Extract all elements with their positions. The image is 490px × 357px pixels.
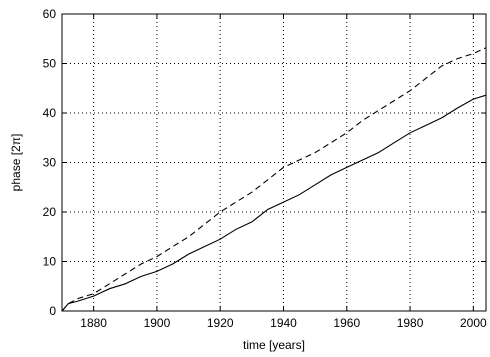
y-tick-label: 50	[43, 57, 57, 71]
y-tick-label: 30	[43, 156, 57, 170]
x-tick-label: 1920	[207, 316, 234, 330]
grid	[62, 14, 486, 311]
y-tick-label: 10	[43, 255, 57, 269]
series-layer	[61, 47, 487, 312]
axis-ticks: 1880 1900 1920 1940 1960 1980 2000 0 10 20 30 40 50 6…	[43, 7, 487, 330]
x-tick-label: 1980	[397, 316, 424, 330]
x-tick-label: 1940	[270, 316, 297, 330]
series-line-0	[61, 94, 487, 312]
y-tick-label: 0	[49, 304, 56, 318]
x-tick-label: 1880	[80, 316, 107, 330]
y-tick-label: 40	[43, 106, 57, 120]
series-line-1	[61, 47, 487, 312]
y-axis-label: phase [2π]	[9, 134, 23, 192]
x-axis-label: time [years]	[243, 338, 305, 352]
x-tick-label: 2000	[460, 316, 487, 330]
x-tick-label: 1900	[144, 316, 171, 330]
x-tick-label: 1960	[333, 316, 360, 330]
y-tick-label: 20	[43, 205, 57, 219]
y-tick-label: 60	[43, 7, 57, 21]
